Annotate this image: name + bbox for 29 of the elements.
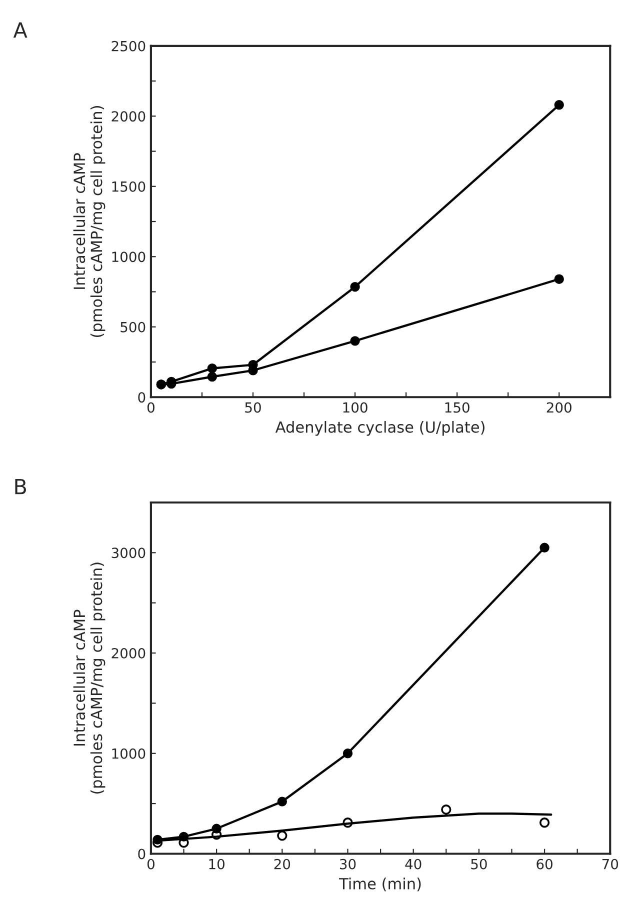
x-tick-label: 20	[274, 858, 290, 870]
x-axis-title: Time (min)	[339, 878, 421, 892]
x-tick-label: 60	[536, 858, 552, 870]
x-tick-label: 0	[147, 402, 154, 413]
y-tick-label: 3000	[112, 548, 146, 558]
y-tick-label: 0	[138, 392, 146, 403]
y-axis-title: Intracellular cAMP (pmoles cAMP/mg cell protein)	[73, 562, 106, 794]
x-tick-label: 40	[405, 858, 422, 870]
x-tick-label: 200	[546, 402, 572, 413]
x-tick-label: 150	[445, 402, 470, 413]
x-tick-label: 50	[245, 402, 261, 413]
y-tick-label: 1500	[112, 181, 146, 192]
y-axis-title: Intracellular cAMP (pmoles cAMP/mg cell protein)	[73, 106, 106, 337]
x-tick-label: 10	[209, 858, 224, 870]
y-tick-label: 2500	[112, 40, 146, 52]
x-tick-label: 50	[471, 858, 487, 870]
x-tick-label: 70	[602, 858, 618, 870]
x-tick-label: 30	[340, 858, 356, 870]
y-tick-label: 2000	[112, 111, 146, 122]
x-axis-title: Adenylate cyclase (U/plate)	[275, 420, 484, 436]
y-tick-label: 500	[120, 322, 146, 332]
x-tick-label: 0	[147, 858, 154, 870]
chart-title: A	[13, 22, 28, 38]
x-tick-label: 100	[343, 402, 368, 413]
y-tick-label: 2000	[112, 648, 146, 659]
y-tick-label: 1000	[112, 252, 146, 262]
chart-title: B	[15, 478, 26, 494]
y-tick-label: 0	[138, 848, 146, 860]
y-tick-label: 1000	[112, 748, 146, 759]
